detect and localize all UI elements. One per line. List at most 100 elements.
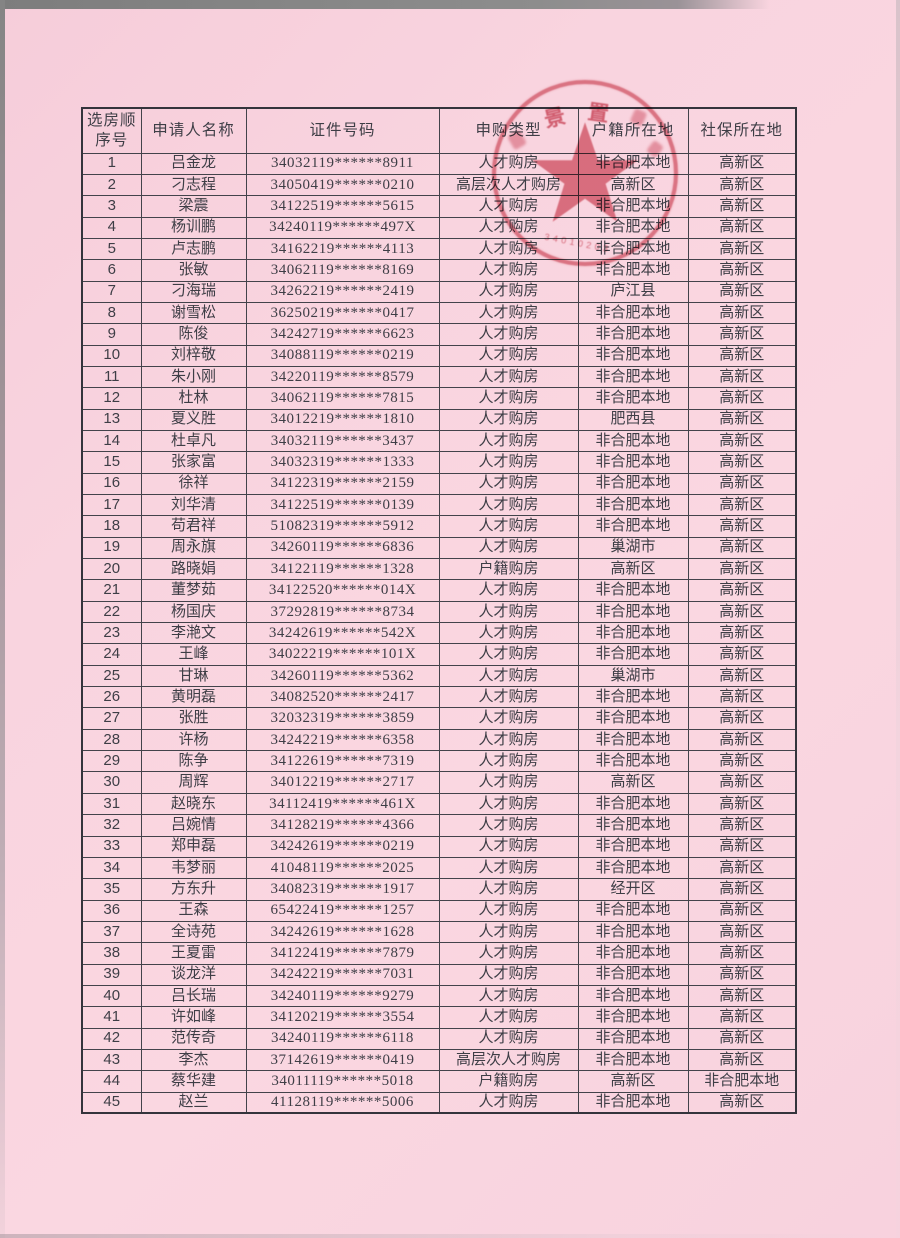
table-cell: 非合肥本地	[577, 600, 689, 624]
table-cell: 高新区	[687, 408, 797, 431]
table-cell: 人才购房	[438, 750, 579, 773]
table-cell: 41128119******5006	[245, 1091, 440, 1114]
table-cell: 高新区	[687, 301, 797, 325]
table-row: 43 李杰 37142619******0419 高层次人才购房 非合肥本地 高新区	[81, 1048, 797, 1072]
table-cell: 36250219******0417	[245, 301, 440, 325]
table-cell: 34242619******0219	[245, 835, 440, 858]
table-cell: 非合肥本地	[577, 686, 689, 709]
table-cell: 34082319******1917	[245, 878, 440, 901]
table-row: 20 路晓娟 34122119******1328 户籍购房 高新区 高新区	[81, 558, 797, 581]
table-row: 36 王森 65422419******1257 人才购房 非合肥本地 高新区	[81, 899, 797, 922]
table-cell: 刘华清	[140, 493, 247, 517]
table-cell: 高新区	[687, 707, 797, 730]
table-cell: 非合肥本地	[577, 984, 689, 1008]
table-cell: 高新区	[687, 344, 797, 367]
table-row: 21 董梦茹 34122520******014X 人才购房 非合肥本地 高新区	[81, 579, 797, 602]
table-cell: 人才购房	[438, 835, 579, 858]
table-cell: 非合肥本地	[577, 344, 689, 367]
table-cell: 方东升	[140, 878, 247, 901]
table-cell: 高新区	[577, 173, 689, 197]
table-cell: 非合肥本地	[577, 728, 689, 752]
table-cell: 12	[81, 387, 142, 410]
table-row: 33 郑申磊 34242619******0219 人才购房 非合肥本地 高新区	[81, 835, 797, 858]
table-cell: 34122419******7879	[245, 942, 440, 965]
table-cell: 非合肥本地	[577, 942, 689, 965]
table-cell: 人才购房	[438, 237, 579, 261]
table-cell: 非合肥本地	[577, 792, 689, 816]
column-header: 选房顺序号	[81, 107, 142, 154]
table-cell: 27	[81, 707, 142, 730]
table-cell: 人才购房	[438, 814, 579, 837]
table-cell: 非合肥本地	[577, 750, 689, 773]
table-cell: 13	[81, 408, 142, 431]
table-cell: 高新区	[687, 280, 797, 303]
table-cell: 王森	[140, 899, 247, 922]
table-cell: 高新区	[687, 1027, 797, 1050]
table-cell: 人才购房	[438, 515, 579, 538]
table-cell: 高新区	[687, 1091, 797, 1114]
table-cell: 8	[81, 301, 142, 325]
table-cell: 肥西县	[577, 408, 689, 431]
table-cell: 人才购房	[438, 1091, 579, 1114]
table-row: 44 蔡华建 34011119******5018 户籍购房 高新区 非合肥本地	[81, 1070, 797, 1093]
table-row: 5 卢志鹏 34162219******4113 人才购房 非合肥本地 高新区	[81, 237, 797, 261]
table-row: 41 许如峰 34120219******3554 人才购房 非合肥本地 高新区	[81, 1006, 797, 1029]
table-cell: 34122520******014X	[245, 579, 440, 602]
table-cell: 非合肥本地	[577, 259, 689, 282]
table-row: 23 李滟文 34242619******542X 人才购房 非合肥本地 高新区	[81, 622, 797, 645]
table-cell: 高新区	[687, 984, 797, 1008]
table-cell: 34260119******5362	[245, 664, 440, 688]
table-cell: 18	[81, 515, 142, 538]
table-cell: 34242219******7031	[245, 963, 440, 986]
table-cell: 人才购房	[438, 920, 579, 944]
table-cell: 22	[81, 600, 142, 624]
table-cell: 34240119******9279	[245, 984, 440, 1008]
table-cell: 非合肥本地	[577, 963, 689, 986]
table-cell: 41	[81, 1006, 142, 1029]
table-cell: 人才购房	[438, 216, 579, 239]
table-row: 27 张胜 32032319******3859 人才购房 非合肥本地 高新区	[81, 707, 797, 730]
table-cell: 范传奇	[140, 1027, 247, 1050]
table-cell: 34112419******461X	[245, 792, 440, 816]
table-cell: 李杰	[140, 1048, 247, 1072]
table-cell: 34088119******0219	[245, 344, 440, 367]
table-row: 7 刁海瑞 34262219******2419 人才购房 庐江县 高新区	[81, 280, 797, 303]
table-cell: 3	[81, 195, 142, 218]
table-cell: 高新区	[687, 835, 797, 858]
table-cell: 周永旗	[140, 536, 247, 560]
table-cell: 34122519******5615	[245, 195, 440, 218]
table-cell: 人才购房	[438, 686, 579, 709]
table-cell: 高新区	[687, 963, 797, 986]
table-cell: 34011119******5018	[245, 1070, 440, 1093]
table-cell: 36	[81, 899, 142, 922]
table-row: 38 王夏雷 34122419******7879 人才购房 非合肥本地 高新区	[81, 942, 797, 965]
table-cell: 高新区	[687, 365, 797, 389]
table-cell: 非合肥本地	[577, 835, 689, 858]
table-row: 25 甘琳 34260119******5362 人才购房 巢湖市 高新区	[81, 664, 797, 688]
table-cell: 高层次人才购房	[438, 173, 579, 197]
column-header: 户籍所在地	[577, 107, 689, 154]
table-cell: 高新区	[687, 750, 797, 773]
table-cell: 29	[81, 750, 142, 773]
table-row: 24 王峰 34022219******101X 人才购房 非合肥本地 高新区	[81, 643, 797, 666]
column-header: 证件号码	[245, 107, 440, 154]
table-cell: 杨训鹏	[140, 216, 247, 239]
table-cell: 人才购房	[438, 301, 579, 325]
table-cell: 34260119******6836	[245, 536, 440, 560]
table-cell: 34240119******6118	[245, 1027, 440, 1050]
table-cell: 32032319******3859	[245, 707, 440, 730]
table-cell: 人才购房	[438, 771, 579, 794]
table-cell: 34032319******1333	[245, 451, 440, 474]
table-cell: 人才购房	[438, 942, 579, 965]
table-body: 1 吕金龙 34032119******8911 人才购房 非合肥本地 高新区 2 刁志程 34…	[81, 152, 797, 1114]
table-cell: 蔡华建	[140, 1070, 247, 1093]
table-cell: 34128219******4366	[245, 814, 440, 837]
table-cell: 赵晓东	[140, 792, 247, 816]
table-cell: 1	[81, 152, 142, 175]
table-cell: 14	[81, 429, 142, 453]
table-cell: 非合肥本地	[687, 1070, 797, 1093]
table-cell: 非合肥本地	[577, 451, 689, 474]
table-cell: 李滟文	[140, 622, 247, 645]
table-cell: 人才购房	[438, 280, 579, 303]
table-cell: 人才购房	[438, 536, 579, 560]
